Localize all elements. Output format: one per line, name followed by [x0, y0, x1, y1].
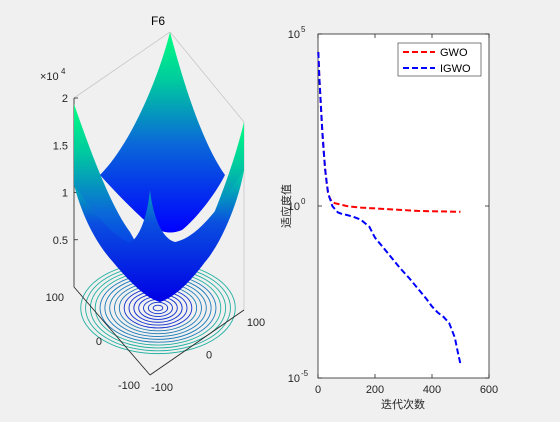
y-tick-label: 10: [288, 201, 300, 213]
x-tick-label: 200: [366, 384, 384, 396]
x-tick-label: 0: [206, 350, 212, 362]
z-exponent-power: 4: [61, 67, 66, 76]
y-axis-line: [73, 286, 151, 376]
z-exponent-base: ×10: [40, 71, 59, 83]
contour-ring: [152, 304, 164, 312]
y-tick-power: 5: [301, 25, 306, 34]
z-tick-label: 0.5: [53, 235, 68, 247]
legend-label-igwo: IGWO: [440, 63, 471, 75]
z-tick-label: 1: [62, 188, 68, 200]
x-tick-label: 0: [315, 384, 321, 396]
y-tick-label: -100: [118, 380, 140, 392]
x-tick-labels: 0 200 400 600: [315, 34, 498, 396]
series-line-igwo: [317, 51, 462, 365]
legend-box: [397, 42, 482, 77]
z-tick-label: 2: [62, 93, 68, 105]
x-axis-line: [149, 309, 245, 376]
surface-title: F6: [151, 14, 165, 28]
x-tick-label: 400: [423, 384, 441, 396]
x-tick-label: -100: [151, 382, 173, 394]
y-tick-label: 100: [46, 292, 64, 304]
contour-ring: [147, 301, 169, 315]
x-tick-label: 100: [247, 317, 265, 329]
surface-front: [74, 170, 244, 302]
y-tick-power: -5: [301, 369, 309, 378]
y-axis-label: 适应度值: [279, 184, 293, 228]
y-tick-label: 10: [288, 373, 300, 385]
x-axis-label: 迭代次数: [381, 397, 425, 411]
x-tick-label: 600: [480, 384, 498, 396]
y-tick-power: 0: [301, 197, 306, 206]
surface-back-peak: [100, 32, 225, 233]
legend: GWO IGWO: [397, 42, 482, 77]
legend-label-gwo: GWO: [440, 47, 468, 59]
surface-plot: 0.5 1 1.5 2 ×10 4 -100 0 100 -100 0 100: [40, 14, 265, 394]
y-tick-label: 0: [96, 336, 102, 348]
z-tick-label: 1.5: [53, 140, 68, 152]
xy-tick-labels: -100 0 100 -100 0 100: [46, 292, 266, 394]
y-tick-label: 10: [288, 29, 300, 41]
series-lines: [317, 51, 462, 365]
